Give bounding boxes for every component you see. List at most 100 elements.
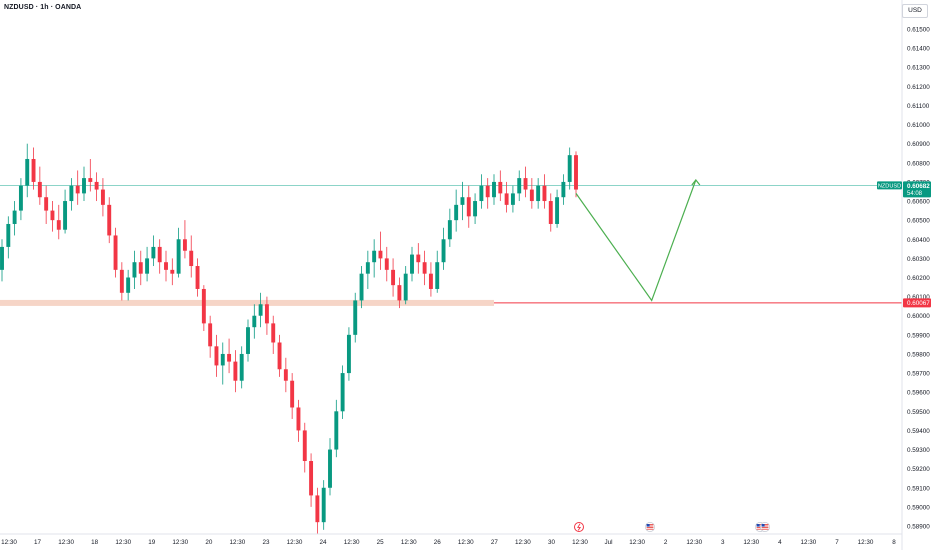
projection-layer[interactable] [575,179,701,302]
candles-layer[interactable] [0,143,578,534]
time-tick-label: 12:30 [230,539,246,546]
time-axis[interactable]: 12:30 17 12:30 18 12:30 19 12:30 20 12:30 23 12:30… [0,533,902,546]
candle [283,357,288,393]
candle-body [31,158,36,182]
candle-body [428,273,433,289]
price-axis[interactable]: 0.61500 0.61400 0.61300 0.61200 0.61100 0.610… [901,0,930,550]
time-tick-label: 12:30 [572,539,588,546]
candle-body [56,220,61,230]
time-tick-label: 12:30 [629,539,645,546]
symbol-title[interactable]: NZDUSD · 1h · OANDA [4,4,82,11]
candle [220,342,225,385]
candle [50,201,55,232]
price-tick-label: 0.60000 [907,313,930,320]
flag-stripe [756,525,764,527]
candle [447,208,452,247]
candle [504,181,509,213]
candle-body [94,181,99,190]
last-price-box [903,181,931,198]
candle [82,166,86,202]
candle [523,166,528,198]
candle [25,143,30,198]
candle-body [239,353,244,381]
support-zone-layer [0,299,494,306]
candle [378,231,383,270]
candle [94,172,99,202]
us-flag-event-icon [760,522,770,532]
candle-body [403,273,408,301]
candle [485,178,490,209]
time-tick-label: 12:30 [686,539,702,546]
candle-body [561,181,566,198]
candle-body [302,430,307,462]
price-tick-label: 0.58900 [907,524,930,531]
price-tick-label: 0.60300 [907,256,930,263]
time-tick-label: 12:30 [401,539,417,546]
price-tick-label: 0.61200 [907,84,930,91]
candle-body [107,204,112,236]
candle-body [176,239,181,274]
flag-canton [761,524,765,527]
candle-body [214,346,219,366]
flag-ring [645,522,655,532]
candle-body [12,210,17,224]
currency-button[interactable]: USD [902,4,928,18]
candle-body [258,304,263,316]
projection-path [575,179,697,302]
candle-body [384,258,389,270]
candle [441,227,446,270]
flag-stripe [756,528,764,530]
candle-body [567,155,572,182]
candle [239,346,244,389]
candle [271,315,276,354]
price-tick-label: 0.61000 [907,122,930,129]
candle-body [397,285,402,301]
candle [164,250,168,282]
candle [574,151,578,198]
candle [176,227,181,278]
support-price-label: 0.60067 [903,298,931,308]
candle-body [69,185,74,202]
candle [510,185,515,213]
candle [473,193,478,224]
price-tick-label: 0.60800 [907,160,930,167]
candle [201,285,206,332]
flag-stripe [761,528,769,530]
candle-body [6,223,11,247]
candle-body [252,315,257,328]
price-tick-label: 0.59400 [907,428,930,435]
candle-body [220,353,225,366]
candle [498,170,503,202]
candle [44,185,49,224]
candle-body [50,210,55,221]
candle-body [410,254,414,274]
price-tick-label: 0.59100 [907,485,930,492]
candle-body [170,269,175,274]
candle [182,220,187,259]
candle-body [309,461,314,496]
candle-body [574,155,578,190]
event-markers[interactable] [574,522,770,532]
candle [309,453,314,507]
candle-body [447,220,452,240]
candle-body [138,262,143,274]
candle-body [208,323,213,347]
flag-stripe [761,524,769,525]
candle [542,174,547,209]
candle-body [296,407,301,431]
candle [529,178,534,209]
flag-canton [646,524,650,527]
price-tick-label: 0.60500 [907,218,930,225]
candle [328,438,332,496]
candle [56,204,61,240]
candle-body [353,300,358,335]
time-tick-label: 20 [205,539,213,546]
candle-body [126,277,131,293]
candle-body [454,204,459,221]
time-tick-label: 12:30 [172,539,188,546]
candle [479,174,484,209]
